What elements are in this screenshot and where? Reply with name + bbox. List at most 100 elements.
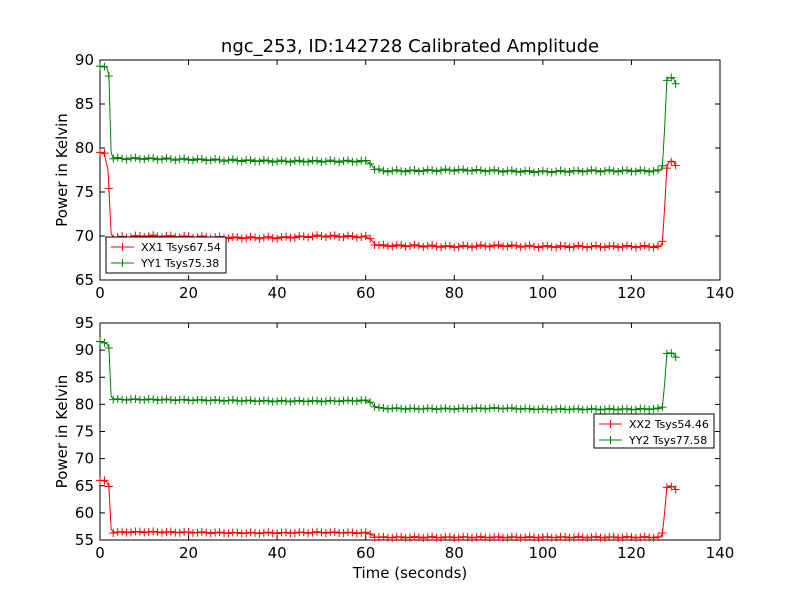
data-point xyxy=(370,165,379,174)
data-point xyxy=(423,241,432,250)
x-tick-label: 80 xyxy=(445,544,464,562)
data-point xyxy=(556,166,565,175)
data-point xyxy=(282,397,290,406)
data-point xyxy=(618,533,627,542)
data-point xyxy=(636,533,645,542)
data-point xyxy=(631,533,640,542)
y-tick-label: 75 xyxy=(75,183,94,201)
data-point xyxy=(268,158,277,167)
data-point xyxy=(189,396,197,405)
data-point xyxy=(264,156,273,165)
data-point xyxy=(228,395,237,404)
data-point xyxy=(361,528,370,537)
x-tick-label: 40 xyxy=(268,544,287,562)
data-point xyxy=(561,532,569,541)
data-point xyxy=(237,157,246,166)
data-point xyxy=(131,153,140,162)
data-point xyxy=(357,233,366,242)
data-point xyxy=(569,242,578,251)
data-point xyxy=(578,242,587,251)
data-point xyxy=(321,529,330,538)
data-point xyxy=(277,396,286,405)
data-point xyxy=(392,165,401,174)
data-point xyxy=(534,243,543,252)
data-point xyxy=(246,232,255,241)
data-point xyxy=(330,528,339,537)
data-point xyxy=(215,155,224,164)
data-point xyxy=(326,396,335,405)
data-point xyxy=(538,166,547,175)
legend-entry: XX2 Tsys54.46 xyxy=(629,418,709,431)
data-point xyxy=(662,76,671,85)
data-point xyxy=(109,395,118,404)
data-point xyxy=(534,405,543,414)
y-tick-label: 65 xyxy=(75,271,94,289)
data-point xyxy=(618,243,627,252)
data-point xyxy=(600,166,609,175)
data-point xyxy=(423,165,432,174)
data-point xyxy=(552,533,561,542)
data-point xyxy=(352,233,361,242)
data-point xyxy=(321,233,330,242)
data-point xyxy=(268,397,277,406)
y-tick-label: 70 xyxy=(75,450,94,468)
data-point xyxy=(317,528,326,537)
x-tick-label: 140 xyxy=(706,544,735,562)
data-point xyxy=(379,532,388,541)
data-point xyxy=(162,153,171,162)
data-point xyxy=(397,241,406,250)
data-point xyxy=(574,241,583,250)
data-point xyxy=(437,404,445,413)
data-point xyxy=(118,395,127,404)
data-point xyxy=(623,166,631,175)
data-point xyxy=(104,71,113,80)
y-axis-label: Power in Kelvin xyxy=(53,375,71,489)
data-point xyxy=(410,166,419,175)
y-axis-label: Power in Kelvin xyxy=(53,113,71,227)
data-point xyxy=(273,397,282,406)
data-point xyxy=(654,532,662,541)
data-point xyxy=(658,237,667,246)
data-point xyxy=(100,149,109,158)
x-tick-label: 20 xyxy=(179,544,198,562)
data-point xyxy=(140,395,149,404)
data-point xyxy=(171,396,180,405)
data-point xyxy=(180,395,189,404)
data-point xyxy=(662,164,671,173)
data-point xyxy=(406,242,414,251)
data-point xyxy=(494,404,503,413)
data-point xyxy=(459,165,468,174)
data-point xyxy=(330,396,339,405)
data-point xyxy=(286,397,295,406)
data-point xyxy=(290,529,299,538)
data-point xyxy=(335,397,344,406)
data-point xyxy=(100,476,109,485)
data-point xyxy=(410,532,419,541)
data-point xyxy=(437,243,445,252)
data-point xyxy=(552,243,561,252)
data-point xyxy=(658,403,667,412)
y-tick-label: 80 xyxy=(75,395,94,413)
series-markers-xx2 xyxy=(96,476,680,542)
data-point xyxy=(335,158,344,167)
data-point xyxy=(352,397,361,406)
data-point xyxy=(118,154,127,163)
data-point xyxy=(494,240,503,249)
data-point xyxy=(175,155,184,164)
data-point xyxy=(472,242,481,251)
data-point xyxy=(671,79,680,88)
data-point xyxy=(459,404,468,413)
data-point xyxy=(623,241,631,250)
data-point xyxy=(140,155,149,164)
data-point xyxy=(654,165,662,174)
data-point xyxy=(481,404,490,413)
data-point xyxy=(215,396,224,405)
data-point xyxy=(503,533,512,542)
data-point xyxy=(437,533,445,542)
data-point xyxy=(197,395,206,404)
x-tick-label: 60 xyxy=(356,284,375,302)
data-point xyxy=(313,231,321,240)
x-axis-label: Time (seconds) xyxy=(352,564,468,582)
data-point xyxy=(441,165,450,174)
